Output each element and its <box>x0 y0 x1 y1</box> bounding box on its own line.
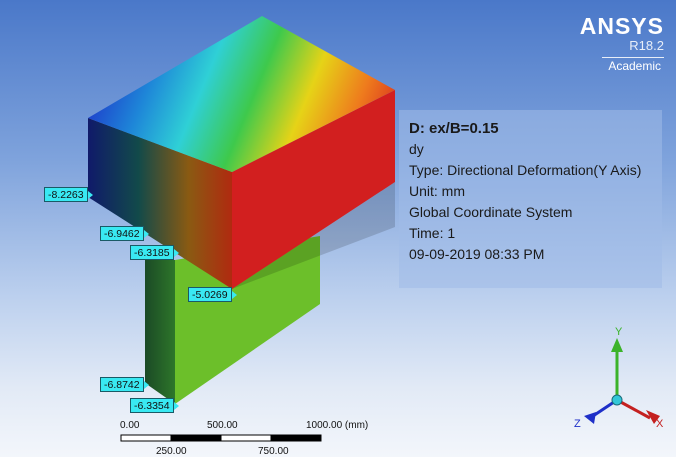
column-front-face <box>175 236 320 404</box>
scale-label-250: 250.00 <box>156 446 187 457</box>
ansys-logo: ANSYS R18.2 Academic <box>580 14 664 75</box>
column-side-face <box>145 258 175 404</box>
scale-label-1000: 1000.00 (mm) <box>306 420 369 431</box>
legend-coordinate-system: Global Coordinate System <box>409 204 573 220</box>
probe-label[interactable]: -6.3185 <box>130 245 179 260</box>
probe-label[interactable]: -6.3354 <box>130 398 179 413</box>
scale-bar: 0.00 500.00 1000.00 (mm) 250.00 750.00 <box>120 418 380 457</box>
legend-title: D: ex/B=0.15 <box>409 120 499 137</box>
legend-type: Type: Directional Deformation(Y Axis) <box>409 162 642 178</box>
axis-y-label: Y <box>615 326 623 338</box>
axis-z-label: Z <box>574 418 581 430</box>
result-legend-panel: D: ex/B=0.15 dy Type: Directional Deform… <box>399 110 662 288</box>
cap-front-face <box>232 90 395 289</box>
scale-label-750: 750.00 <box>258 446 289 457</box>
probe-label[interactable]: -6.9462 <box>100 226 149 241</box>
axis-x-label: X <box>656 418 664 430</box>
legend-datetime: 09-09-2019 08:33 PM <box>409 246 545 262</box>
scale-ruler <box>120 434 322 442</box>
legend-unit: Unit: mm <box>409 183 465 199</box>
brand-name: ANSYS <box>579 13 664 39</box>
probe-label[interactable]: -8.2263 <box>44 187 93 202</box>
brand-edition: Academic <box>602 57 664 73</box>
scale-label-0: 0.00 <box>120 420 140 431</box>
triad-arrows <box>584 338 660 424</box>
cap-left-face <box>88 118 232 289</box>
probe-label[interactable]: -5.0269 <box>188 287 237 302</box>
legend-result: dy <box>409 141 424 157</box>
coordinate-triad[interactable]: Y X Z <box>568 326 668 436</box>
brand-version: R18.2 <box>629 38 664 53</box>
probe-label[interactable]: -6.8742 <box>100 377 149 392</box>
legend-time: Time: 1 <box>409 225 456 241</box>
cap-top-face <box>88 16 395 172</box>
scale-label-500: 500.00 <box>207 420 238 431</box>
